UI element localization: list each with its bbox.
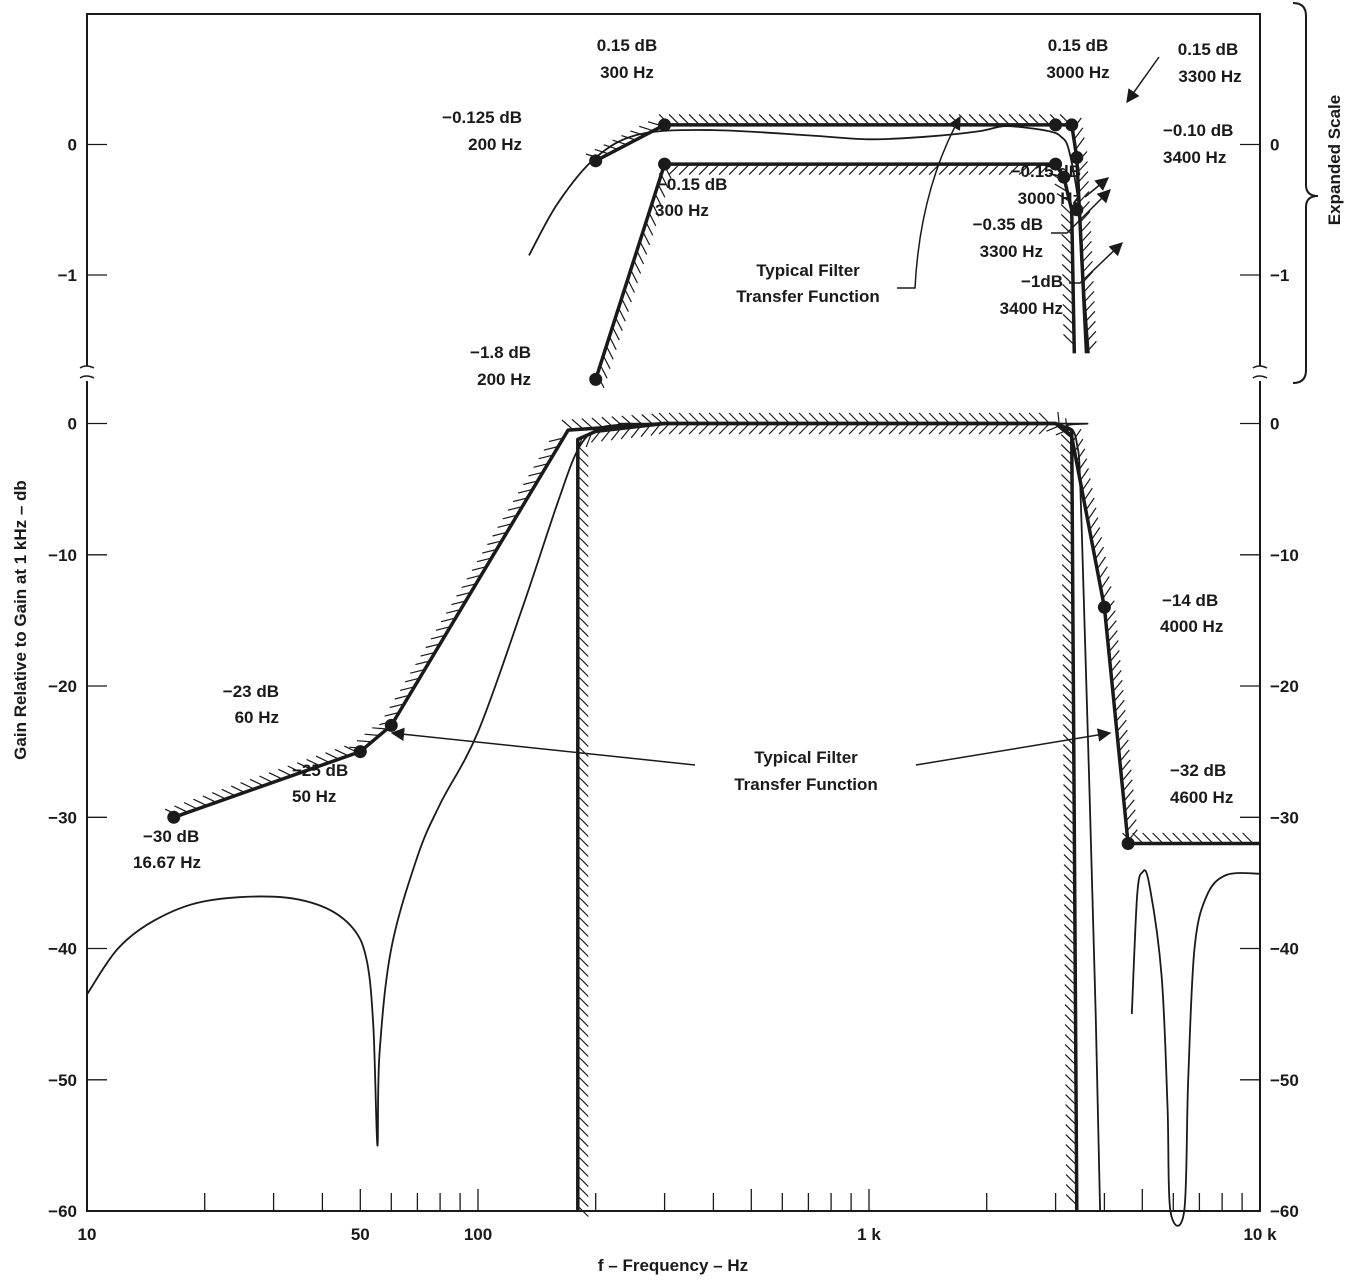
expanded-typical-response-line [528,125,1090,354]
annotation-exp-015db-3000: 0.15 dB 3000 Hz [1046,36,1109,82]
annotation-minus30db: −30 dB 16.67 Hz [133,827,201,872]
lower-limit-line [576,421,1079,1212]
expanded-data-point-marker-7 [1049,157,1063,171]
annotation-exp-minus1db-3400: −1dB 3400 Hz [1000,272,1063,318]
curve-layer [86,123,1261,1227]
y-tick-label-right-6: −60 [1270,1202,1299,1221]
expanded-data-point-marker-2 [1049,118,1063,132]
x-tick-label-2: 100 [464,1225,492,1244]
annotation-exp-minus0125db: −0.125 dB 200 Hz [442,108,522,154]
expanded-upper-limit-line [594,123,1089,354]
annotation-minus32db: −32 dB 4600 Hz [1170,761,1233,807]
y-tick-label-left-6: −60 [48,1202,77,1221]
x-axis-ticks [86,1189,1261,1211]
annotation-exp-minus015db-300: −0.15 dB 300 Hz [655,175,727,220]
hatch-layer [164,113,1254,1217]
arrow-3000hz-lower [1084,177,1110,198]
plot-frame [86,13,1261,1212]
y-tick-label-right-4: −40 [1270,940,1299,959]
upper-limit-line [173,421,1260,846]
scale-break-gap-right [1253,366,1267,381]
expanded-data-point-marker-8 [1057,170,1071,184]
y-tick-label-right-3: −30 [1270,808,1299,827]
expanded-scale-label: Expanded Scale [1325,95,1344,225]
expanded-data-point-marker-1 [658,118,672,132]
arrow-3400hz-lower [1069,242,1123,284]
annotation-typical-filter-upper: Typical Filter Transfer Function [736,261,880,306]
y-tick-label-right-2: −20 [1270,677,1299,696]
y-tick-label-right-0: 0 [1270,415,1279,434]
marker-layer [167,118,1135,850]
y-axis-title: Gain Relative to Gain at 1 kHz – db [11,480,30,760]
typical-response-line [86,422,1101,1212]
y-tick-label-right-1: −10 [1270,546,1299,565]
expanded-data-point-marker-3 [1065,118,1079,132]
expanded-tick-label-right-0: 0 [1270,136,1279,155]
scale-break-mark-left [79,365,95,379]
expanded-data-point-marker-5 [589,372,603,386]
expanded-data-point-marker-6 [658,157,672,171]
typical-response-stopband-line [1130,869,1261,1227]
leader-lines [390,56,1160,766]
arrow-3300hz-top [1126,56,1160,104]
annotation-typical-filter-lower: Typical Filter Transfer Function [734,748,878,794]
y-tick-label-left-1: −10 [48,546,77,565]
annotation-exp-015db-3300: 0.15 dB 3300 Hz [1178,40,1242,86]
x-tick-label-0: 10 [78,1225,97,1244]
y-tick-label-left-0: 0 [68,415,77,434]
arrow-typical-upper [897,115,961,289]
annotation-minus14db: −14 dB 4000 Hz [1160,591,1223,636]
y-tick-label-left-3: −30 [48,808,77,827]
x-tick-label-1: 50 [351,1225,370,1244]
annotation-exp-minus18db-200: −1.8 dB 200 Hz [470,343,531,389]
data-point-marker-1 [353,745,367,759]
annotation-exp-minus035db-3300: −0.35 dB 3300 Hz [973,215,1043,261]
expanded-tick-label-right-1: −1 [1270,266,1289,285]
annotations: −30 dB 16.67 Hz −25 dB 50 Hz −23 dB 60 Hz −… [133,36,1242,872]
annotation-exp-minus015db-3000: −0.15 dB 3000 Hz [1011,162,1081,208]
expanded-lower-limit-line [594,162,1077,380]
x-tick-label-4: 10 k [1243,1225,1277,1244]
expanded-data-point-marker-9 [1070,203,1084,217]
expanded-data-point-marker-4 [1070,151,1084,165]
x-axis-title: f – Frequency – Hz [598,1256,748,1275]
annotation-minus25db: −25 dB 50 Hz [292,761,348,806]
expanded-tick-label-left-1: −1 [58,266,77,285]
annotation-exp-minus010db-3400: −0.10 dB 3400 Hz [1163,121,1233,167]
lower-limit-hatch [576,423,1078,1217]
y-tick-label-right-5: −50 [1270,1071,1299,1090]
data-point-marker-0 [167,810,181,824]
label-layer: 10 50 100 1 k 10 k0 0−10 −10−20 −20−30 −30−40 −40… [48,136,1299,1245]
arrow-3300hz-lower [1051,189,1111,234]
y-tick-label-left-2: −20 [48,677,77,696]
expanded-scale-brace [1292,2,1319,384]
annotation-exp-015db-300: 0.15 dB 300 Hz [597,36,657,82]
expanded-tick-label-left-0: 0 [68,136,77,155]
axis-layer [86,143,1261,1211]
arrow-typical-lower-right [915,728,1112,766]
data-point-marker-4 [1121,837,1135,850]
annotation-minus23db: −23 dB 60 Hz [223,682,279,727]
scale-break-mark-right [1252,365,1268,379]
arrow-typical-lower-left [390,727,696,766]
y-axis-ticks [87,143,1260,1081]
x-tick-label-3: 1 k [857,1225,881,1244]
data-point-marker-3 [1097,600,1111,614]
expanded-data-point-marker-0 [589,154,603,168]
data-point-marker-2 [384,718,398,732]
scale-break-gap-left [80,366,94,381]
y-tick-label-left-5: −50 [48,1071,77,1090]
y-tick-label-left-4: −40 [48,940,77,959]
